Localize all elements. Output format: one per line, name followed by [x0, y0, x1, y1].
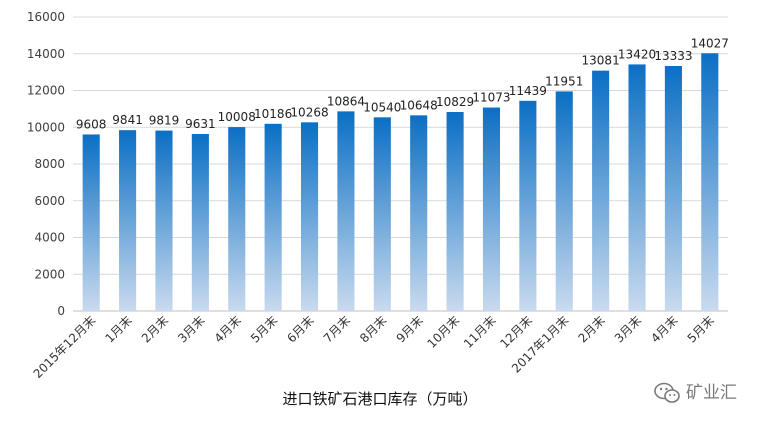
- bar: [410, 115, 428, 311]
- data-label: 11951: [545, 74, 583, 88]
- bar: [664, 66, 682, 311]
- x-tick-label: 9月末: [394, 313, 426, 345]
- data-label: 10648: [400, 98, 438, 112]
- x-tick-label: 3月末: [175, 313, 207, 345]
- bar: [519, 100, 537, 311]
- watermark: 矿业汇: [654, 382, 737, 403]
- y-tick-label: 2000: [34, 267, 65, 281]
- bar: [592, 70, 610, 311]
- y-tick-label: 16000: [27, 10, 65, 24]
- y-tick-label: 6000: [34, 194, 65, 208]
- x-tick-label: 6月末: [284, 313, 316, 345]
- data-label: 9631: [185, 117, 216, 131]
- bar: [155, 130, 173, 311]
- y-tick-label: 14000: [27, 47, 65, 61]
- bar: [373, 117, 391, 311]
- data-label: 13081: [582, 54, 620, 68]
- data-label: 10540: [363, 100, 401, 114]
- data-label: 14027: [691, 36, 729, 50]
- y-axis: 0 2000 4000 6000 8000 10000 12000 14000 16000: [27, 10, 65, 318]
- x-tick-label: 10月末: [425, 313, 463, 351]
- gridlines: [73, 16, 728, 312]
- chart-title: 进口铁矿石港口库存（万吨）: [282, 390, 477, 408]
- x-tick-label: 2月末: [575, 313, 607, 345]
- data-label: 9841: [112, 113, 143, 127]
- x-tick-label: 5月末: [685, 313, 717, 345]
- x-tick-label: 4月末: [648, 313, 680, 345]
- data-label: 9608: [76, 117, 107, 131]
- bars: [82, 53, 719, 312]
- y-tick-label: 0: [57, 304, 65, 318]
- bar: [446, 112, 464, 312]
- data-label: 11073: [472, 91, 510, 105]
- watermark-text: 矿业汇: [686, 383, 737, 403]
- x-tick-label: 7月末: [321, 313, 353, 345]
- data-label: 13420: [618, 47, 656, 61]
- bar: [119, 130, 137, 311]
- bar: [191, 134, 209, 311]
- y-tick-label: 12000: [27, 84, 65, 98]
- data-label: 13333: [654, 49, 692, 63]
- x-tick-label: 8月末: [357, 313, 389, 345]
- x-tick-label: 11月末: [461, 313, 499, 351]
- data-label: 10268: [290, 105, 328, 119]
- data-label: 10829: [436, 95, 474, 109]
- bar: [482, 107, 501, 311]
- data-label: 10008: [218, 110, 256, 124]
- bar: [228, 127, 246, 311]
- data-label: 10186: [254, 107, 292, 121]
- x-tick-label: 2015年12月末: [31, 313, 99, 381]
- bar: [701, 53, 719, 311]
- x-tick-label: 4月末: [212, 313, 244, 345]
- data-labels: 9608 9841 9819 9631 100081018610268108641054…: [76, 36, 729, 131]
- bar: [555, 91, 573, 311]
- y-tick-label: 8000: [34, 157, 65, 171]
- data-label: 10864: [327, 94, 365, 108]
- x-axis: 2015年12月末 1月末 2月末 3月末 4月末 5月末 6月末 7月末 8月末 9月末10月末…: [31, 313, 717, 381]
- x-tick-label: 3月末: [612, 313, 644, 345]
- data-label: 9819: [149, 114, 180, 128]
- bar: [337, 111, 355, 312]
- y-tick-label: 10000: [27, 120, 65, 134]
- bar: [264, 123, 282, 312]
- x-tick-label: 2月末: [139, 313, 171, 345]
- x-tick-label: 1月末: [102, 313, 134, 345]
- bar: [82, 134, 100, 311]
- wechat-icon: [654, 382, 680, 403]
- data-label: 11439: [509, 84, 547, 98]
- x-tick-label: 5月末: [248, 313, 280, 345]
- bar: [300, 122, 319, 311]
- y-tick-label: 4000: [34, 231, 65, 245]
- bar: [628, 64, 646, 311]
